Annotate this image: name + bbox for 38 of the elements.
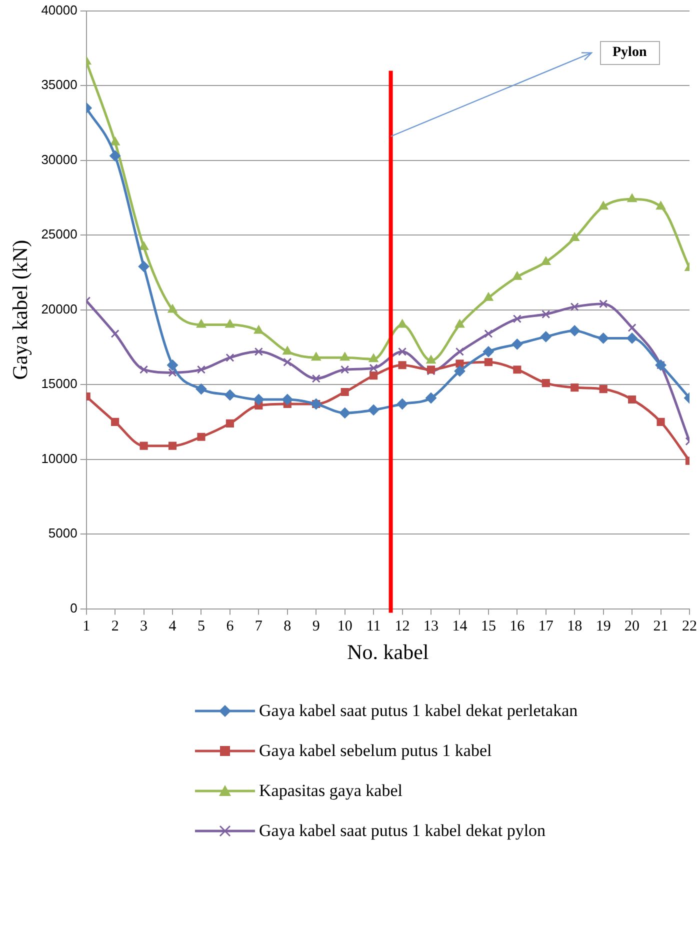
y-tick-label: 40000 — [41, 2, 78, 18]
y-tick-label: 15000 — [41, 376, 78, 392]
y-axis-title: Gaya kabel (kN) — [8, 240, 32, 380]
x-tick-label: 22 — [682, 618, 697, 635]
x-tick-label: 15 — [480, 618, 496, 635]
x-tick-label: 1 — [82, 618, 90, 635]
x-tick-label: 8 — [284, 618, 292, 635]
x-tick-label: 13 — [424, 618, 439, 635]
x-tick-label: 18 — [567, 618, 582, 635]
y-tick-label: 20000 — [41, 301, 78, 316]
y-tick-label: 5000 — [48, 526, 78, 541]
x-tick-label: 19 — [596, 618, 611, 635]
x-tick-label: 20 — [624, 618, 640, 635]
x-tick-label: 16 — [510, 618, 526, 635]
y-tick-label: 35000 — [41, 77, 78, 92]
x-tick-label: 6 — [226, 618, 234, 635]
x-tick-label: 11 — [366, 618, 381, 635]
y-tick-label: 0 — [70, 600, 78, 616]
legend-label: Gaya kabel sebelum putus 1 kabel — [259, 740, 492, 762]
annotation: Pylon — [600, 40, 660, 65]
x-tick-label: 4 — [168, 618, 177, 635]
x-tick-label: 7 — [254, 618, 263, 635]
x-tick-label: 3 — [140, 618, 148, 635]
legend-label: Gaya kabel saat putus 1 kabel dekat perletakan — [259, 700, 578, 722]
legend-label: Gaya kabel saat putus 1 kabel dekat pylon — [259, 820, 546, 842]
x-tick-label: 5 — [197, 618, 205, 635]
y-tick-label: 10000 — [41, 450, 78, 466]
y-tick-label: 30000 — [41, 152, 78, 167]
x-tick-label: 21 — [653, 618, 668, 635]
x-tick-label: 17 — [538, 618, 554, 635]
x-tick-label: 2 — [111, 618, 119, 635]
legend-label: Kapasitas gaya kabel — [259, 780, 402, 802]
x-tick-label: 12 — [394, 618, 410, 635]
x-tick-label: 14 — [452, 618, 468, 635]
y-tick-label: 25000 — [41, 226, 78, 242]
x-axis-title: No. kabel — [347, 640, 429, 664]
x-tick-label: 10 — [337, 618, 352, 635]
x-tick-label: 9 — [312, 618, 320, 635]
